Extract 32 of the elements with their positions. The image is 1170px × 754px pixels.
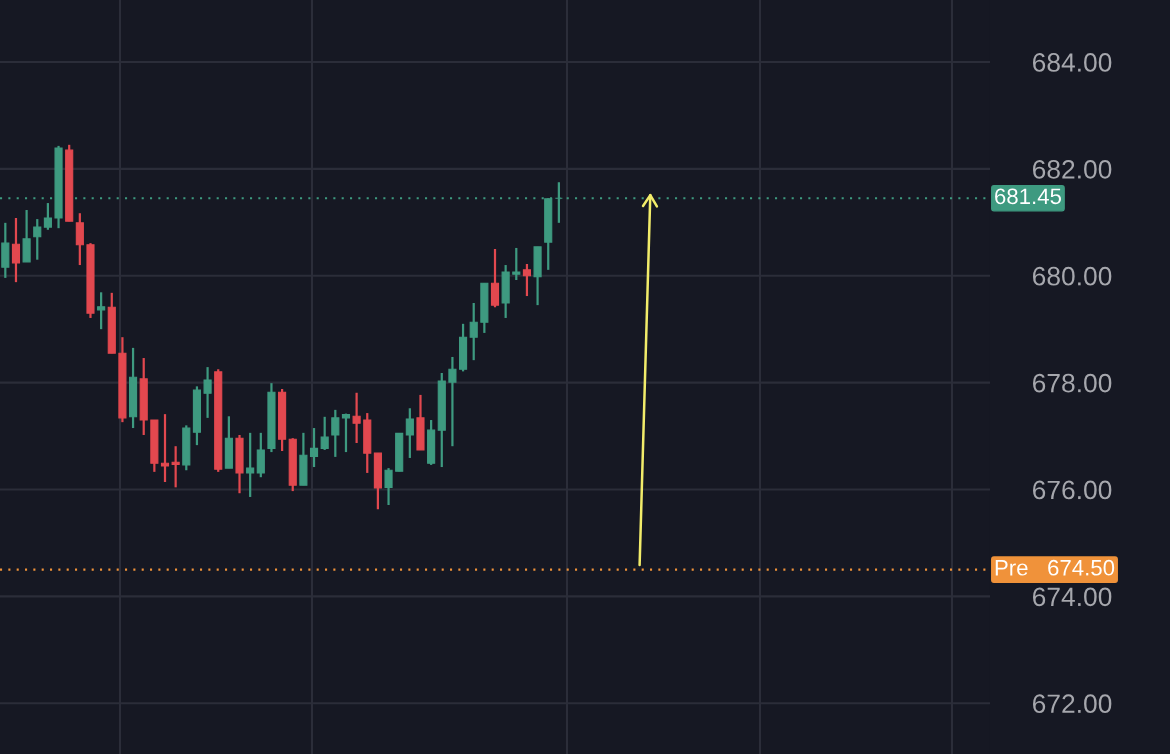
candlestick xyxy=(22,208,31,263)
candlestick xyxy=(405,407,414,460)
candlestick xyxy=(512,246,521,282)
ref-line-label: 681.45 xyxy=(995,188,1061,205)
candlestick xyxy=(33,217,42,261)
y-tick-label: 672.00 xyxy=(1033,694,1112,714)
candlestick xyxy=(203,366,212,419)
candlestick xyxy=(160,413,170,484)
candlestick xyxy=(522,262,532,298)
candlestick xyxy=(75,212,84,267)
y-tick-label: 682.00 xyxy=(1033,160,1112,179)
candlestick xyxy=(43,201,52,231)
ref-line-label: Pre 674.50 xyxy=(995,559,1115,576)
y-tick-label: 684.00 xyxy=(1033,53,1112,72)
candlestick xyxy=(341,412,351,454)
candlestick xyxy=(320,415,329,452)
y-tick-label: 680.00 xyxy=(1033,266,1112,286)
candlestick xyxy=(331,408,340,458)
y-tick-label: 678.00 xyxy=(1033,373,1112,393)
candlestick xyxy=(384,467,393,507)
candlestick xyxy=(448,355,457,448)
candlestick xyxy=(97,291,106,331)
candlestick xyxy=(469,301,478,362)
candlestick xyxy=(246,431,255,499)
candlestick xyxy=(309,426,319,469)
candlestick xyxy=(256,431,265,479)
candlestick xyxy=(490,247,500,309)
y-tick-label: 676.00 xyxy=(1033,480,1112,500)
candlestick xyxy=(352,391,361,445)
candlestick xyxy=(11,216,21,284)
y-tick-label: 674.00 xyxy=(1033,587,1112,607)
candlestick xyxy=(171,445,180,489)
